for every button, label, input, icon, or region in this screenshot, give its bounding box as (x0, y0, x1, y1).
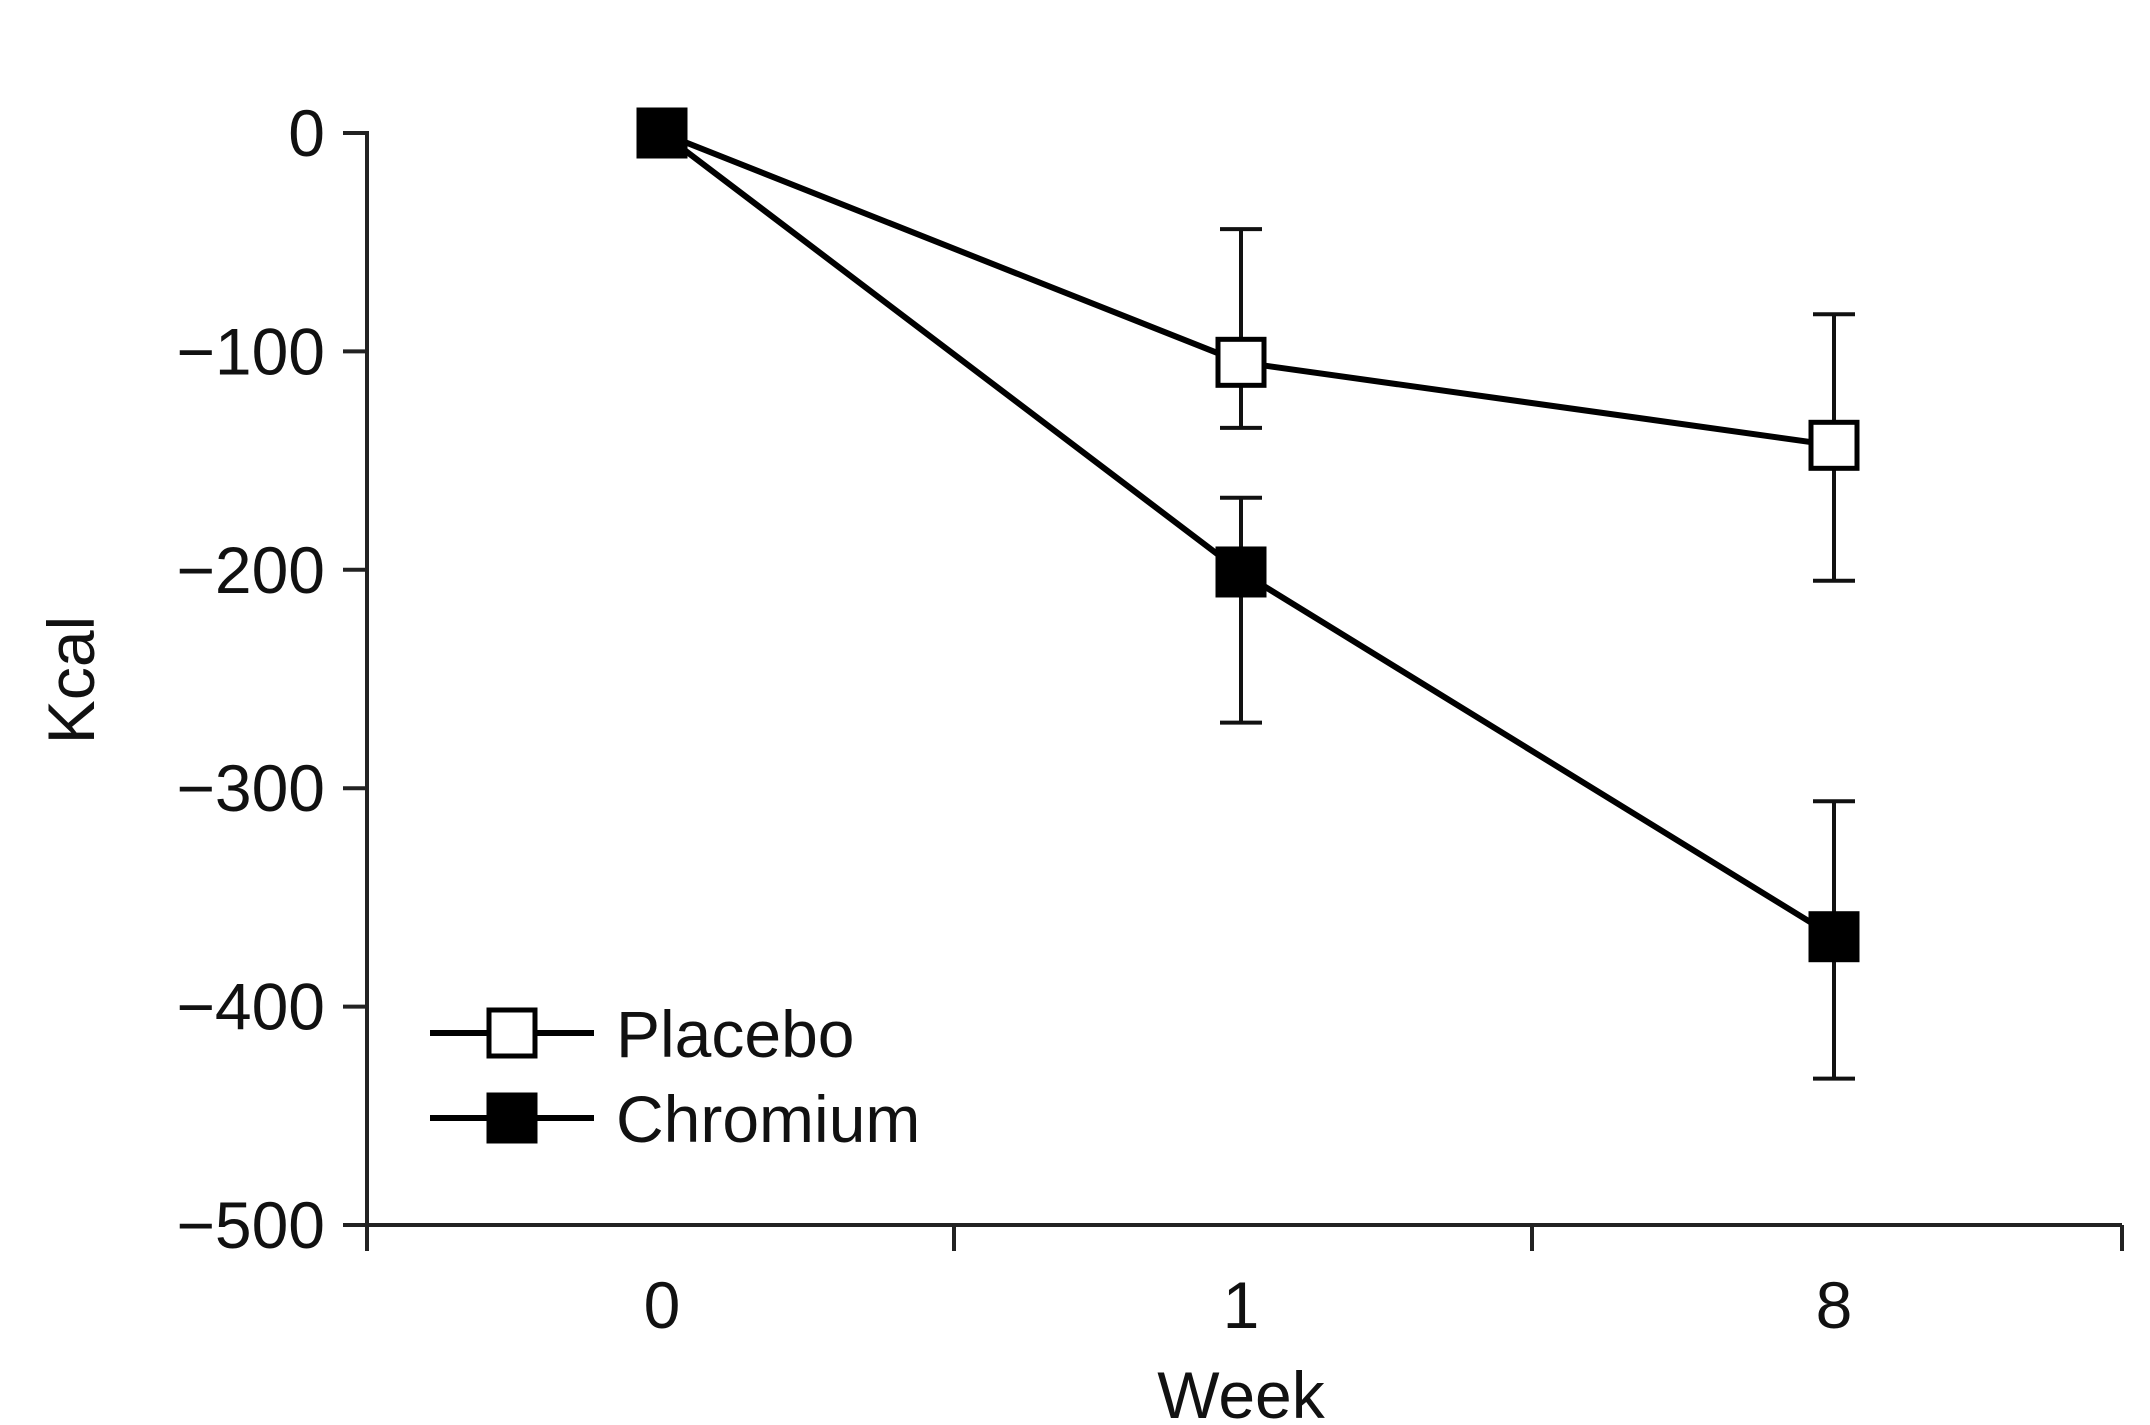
y-tick-label: −500 (176, 1188, 325, 1262)
series-line (660, 130, 1836, 940)
y-tick-label: −100 (176, 314, 325, 388)
legend: Placebo Chromium (430, 997, 920, 1156)
data-point (1808, 911, 1860, 963)
y-tick-label: −300 (176, 751, 325, 825)
y-tick-label: −200 (176, 533, 325, 607)
y-tick-label: 0 (288, 96, 325, 170)
legend-item-placebo: Placebo (430, 997, 855, 1071)
legend-label: Chromium (616, 1082, 920, 1156)
data-point (636, 107, 688, 159)
y-ticks: 0 −100 −200 −300 −400 −500 (176, 96, 367, 1262)
data-point (1808, 419, 1860, 471)
legend-label: Placebo (616, 997, 855, 1071)
x-axis-title: Week (1157, 1358, 1326, 1425)
series-layer (636, 107, 1860, 1081)
axes: 0 −100 −200 −300 −400 −500 0 1 8 (176, 96, 2124, 1342)
error-bars-chromium (1220, 495, 1855, 1081)
y-axis-title: Kcal (34, 616, 108, 744)
y-tick-label: −400 (176, 970, 325, 1044)
series-chromium (660, 130, 1836, 940)
legend-item-chromium: Chromium (430, 1082, 920, 1156)
x-tick-label: 8 (1816, 1268, 1853, 1342)
filled-square-icon (486, 1092, 538, 1144)
data-point (1215, 336, 1267, 388)
x-tick-label: 0 (644, 1268, 681, 1342)
data-point (1215, 546, 1267, 598)
x-tick-label: 1 (1223, 1268, 1260, 1342)
markers-placebo (636, 107, 1860, 471)
open-square-icon (486, 1007, 538, 1059)
series-placebo (660, 130, 1835, 449)
markers-chromium (636, 107, 1860, 963)
x-ticks: 0 1 8 (365, 1225, 2124, 1342)
series-line (660, 130, 1835, 449)
